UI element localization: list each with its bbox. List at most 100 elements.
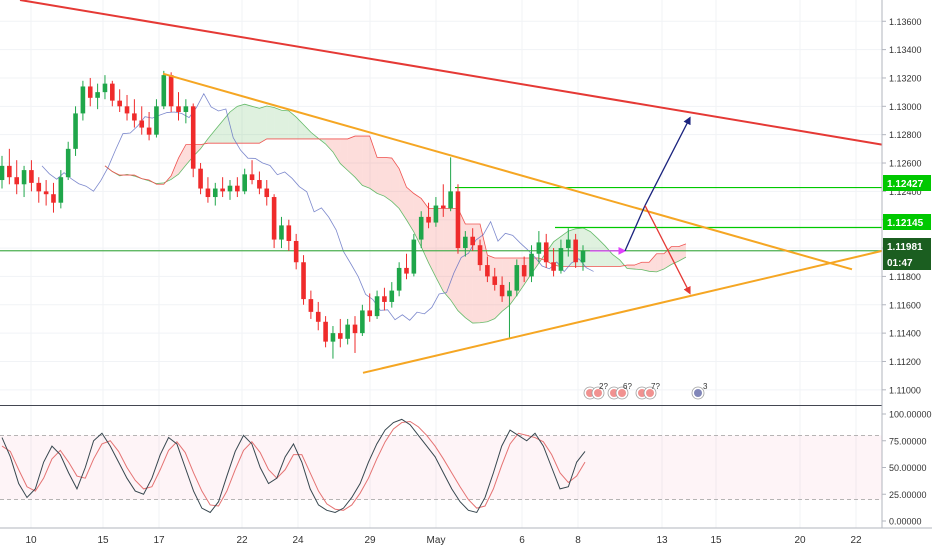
- stoch-tick-label: 50.00000: [889, 463, 927, 473]
- time-tick-label: 15: [97, 535, 109, 546]
- candle-body: [80, 86, 86, 114]
- cloud-segment: [237, 104, 245, 144]
- cloud-segment: [634, 262, 642, 270]
- time-tick-label: 8: [575, 535, 581, 546]
- price-tag-label: 1.12145: [887, 218, 924, 229]
- candle-body: [205, 188, 211, 198]
- candle-body: [161, 75, 167, 107]
- time-tick-label: 29: [364, 535, 376, 546]
- price-tick-label: 1.11000: [889, 385, 921, 395]
- price-tick-label: 1.11200: [889, 357, 921, 367]
- candle-body: [573, 239, 578, 263]
- cloud-segment: [391, 158, 400, 209]
- cloud-segment: [222, 111, 230, 144]
- candle-body: [338, 333, 343, 339]
- candle-body: [529, 253, 534, 277]
- cloud-segment: [428, 208, 436, 278]
- cloud-segment: [362, 136, 370, 189]
- candle-body: [389, 290, 395, 302]
- stoch-tick-label: 25.00000: [889, 490, 927, 500]
- candle-body: [227, 185, 233, 192]
- cloud-segment: [296, 117, 304, 139]
- candle-body: [110, 83, 115, 101]
- price-tag: [883, 238, 931, 254]
- event-marker: 2?: [583, 382, 608, 400]
- cloud-segment: [215, 120, 223, 144]
- candle-body: [139, 120, 145, 128]
- candle-body: [212, 188, 218, 198]
- candle-body: [183, 106, 189, 112]
- price-tick-label: 1.13200: [889, 73, 922, 83]
- candle-body: [301, 262, 306, 300]
- cloud-segment: [605, 245, 613, 267]
- cloud-segment: [229, 106, 238, 144]
- candle-body: [499, 284, 505, 297]
- stoch-k-line: [1, 418, 586, 514]
- candle-body: [551, 262, 556, 271]
- candle-body: [521, 265, 527, 277]
- candle-body: [117, 100, 122, 107]
- event-count: 6?: [623, 382, 632, 391]
- candle-body: [293, 240, 299, 263]
- candle-body: [543, 242, 549, 263]
- candle-body: [58, 177, 64, 203]
- cloud-segment: [435, 208, 444, 292]
- cloud-segment: [399, 168, 407, 220]
- candle-body: [220, 188, 225, 192]
- candle-body: [7, 165, 12, 178]
- candle-body: [51, 194, 56, 203]
- candle-body: [565, 239, 571, 249]
- cloud-segment: [369, 136, 378, 194]
- cloud-segment: [597, 238, 606, 267]
- candle-body: [411, 239, 417, 274]
- time-tick-label: 17: [153, 535, 165, 546]
- cloud-segment: [355, 136, 363, 186]
- trendline: [362, 249, 883, 374]
- time-tick-label: 13: [656, 535, 668, 546]
- cloud-segment: [303, 124, 311, 139]
- cloud-span-a: [104, 103, 687, 324]
- cloud-span-b: [104, 135, 687, 267]
- time-tick-label: 20: [794, 535, 806, 546]
- flag-icon-fill: [618, 389, 626, 397]
- candle-body: [257, 180, 262, 189]
- cloud-segment: [656, 253, 664, 272]
- time-tick-label: 22: [850, 535, 862, 546]
- candle-body: [345, 324, 350, 339]
- price-tick-label: 1.12800: [889, 130, 922, 140]
- projection-arrow: [644, 116, 691, 206]
- cloud-segment: [244, 104, 253, 144]
- projection-arrow: [644, 205, 691, 295]
- flag-icon-fill: [594, 389, 602, 397]
- time-tick-label: 15: [710, 535, 722, 546]
- candle-body: [65, 148, 71, 178]
- price-tag: [883, 214, 931, 230]
- cloud-segment: [281, 110, 289, 139]
- candle-body: [382, 296, 387, 302]
- cloud-segment: [340, 138, 348, 171]
- candle-body: [448, 191, 453, 209]
- price-tick-label: 1.12400: [889, 187, 922, 197]
- candle-body: [271, 197, 277, 240]
- event-count: 7?: [651, 382, 660, 391]
- candle-body: [242, 174, 247, 192]
- candle-body: [176, 106, 181, 112]
- time-tick-label: 22: [236, 535, 248, 546]
- cloud-segment: [377, 157, 385, 197]
- cloud-segment: [347, 136, 356, 178]
- indicator-lines: [41, 92, 594, 321]
- candle-body: [507, 290, 512, 297]
- candle-body: [440, 205, 446, 209]
- price-tag-label: 1.11981: [887, 242, 923, 253]
- price-tag: [883, 175, 931, 191]
- trendline: [162, 72, 853, 271]
- cloud-segment: [266, 106, 275, 139]
- candle-body: [536, 242, 542, 254]
- candle-body: [396, 267, 402, 291]
- cloud-segment: [332, 138, 341, 164]
- candle-body: [279, 225, 284, 240]
- candle-body: [470, 236, 475, 246]
- stoch-tick-label: 0.00000: [889, 517, 922, 527]
